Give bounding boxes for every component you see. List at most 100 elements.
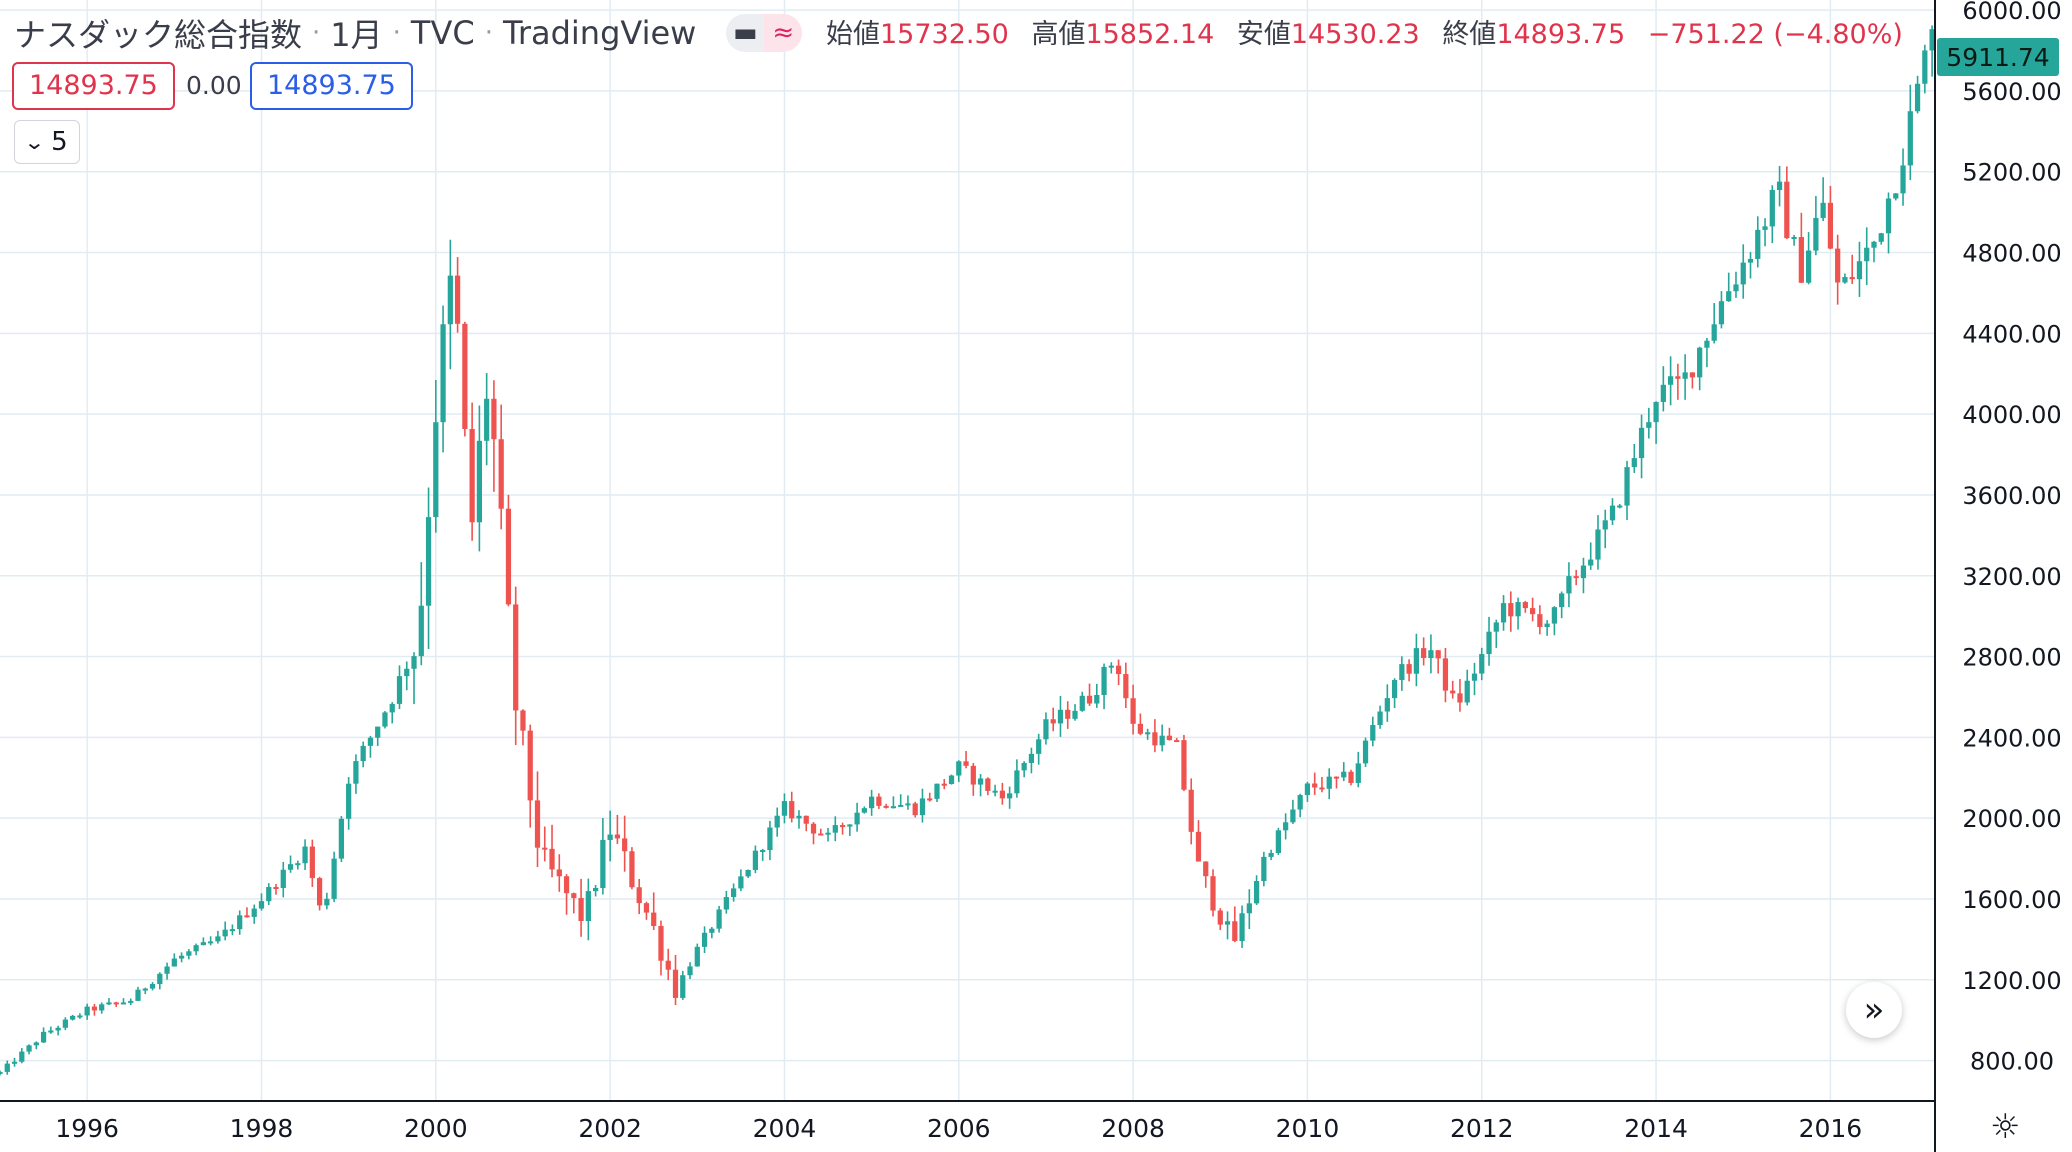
candle-body <box>1319 787 1325 790</box>
candle-body <box>287 864 294 870</box>
price-axis[interactable]: 800.00 1200.00 1600.00 2000.00 2400.00 2800.0… <box>1962 0 2061 1076</box>
scroll-to-realtime-button[interactable]: » <box>1846 982 1902 1038</box>
separator: · <box>392 18 401 48</box>
candle-body <box>963 761 969 766</box>
candle-body <box>295 863 301 866</box>
interval-label[interactable]: 1月 <box>330 16 383 54</box>
candle-body <box>1776 181 1783 191</box>
candle-body <box>106 1002 112 1005</box>
candle-body <box>1232 921 1238 942</box>
candle-body <box>229 929 236 932</box>
candle-body <box>687 966 693 976</box>
last-price-box <box>1937 38 2059 76</box>
minus-icon[interactable]: ▬ <box>733 18 758 48</box>
candle-body <box>498 439 504 509</box>
candle-body <box>222 929 228 937</box>
candle-body <box>1348 771 1354 783</box>
status-pill[interactable]: ▬ ≈ <box>726 14 803 52</box>
candle-body <box>84 1006 90 1016</box>
close-value: 14893.75 <box>1496 19 1626 50</box>
time-axis[interactable]: 1996 1998 2000 2002 2004 2006 2008 2010 2012 2014… <box>55 1114 1862 1143</box>
candle-body <box>861 808 867 813</box>
candle-body <box>171 958 177 967</box>
last-price-marker: 5911.74 <box>1937 38 2059 76</box>
indicator-count: 5 <box>51 127 68 157</box>
candle-body <box>1733 284 1739 292</box>
candle-body <box>1275 830 1281 854</box>
candle-body <box>324 898 330 906</box>
time-tick-label: 2006 <box>927 1114 991 1143</box>
candle-body <box>244 915 250 918</box>
symbol-header[interactable]: ナスダック総合指数 · 1月 · TVC · TradingView ▬ ≈ <box>14 8 803 58</box>
candle-body <box>665 960 671 970</box>
candle-body <box>1290 809 1296 823</box>
candle-body <box>1210 876 1216 911</box>
candle-body <box>1493 622 1499 632</box>
candle-body <box>62 1019 68 1028</box>
candle-body <box>1123 674 1129 699</box>
low-value: 14530.23 <box>1290 19 1420 50</box>
candle-body <box>839 825 846 828</box>
candle-body <box>1689 372 1696 378</box>
candle-body <box>992 790 998 793</box>
candle-body <box>999 790 1005 799</box>
candle-body <box>890 806 897 809</box>
candle-body <box>382 712 388 727</box>
price-tick-label: 3600.00 <box>1962 482 2061 510</box>
gear-icon[interactable]: ☼ <box>1990 1107 2021 1147</box>
candle-body <box>1370 725 1376 741</box>
candle-body <box>643 903 650 913</box>
candle-body <box>1718 301 1725 325</box>
candle-body <box>1769 190 1775 227</box>
candle-body <box>251 908 257 917</box>
candle-body <box>484 398 490 441</box>
candle-body <box>476 440 483 523</box>
price-tick-label: 4000.00 <box>1962 401 2061 429</box>
candle-body <box>977 778 984 785</box>
candle-body <box>1188 789 1194 832</box>
candle-body <box>4 1063 10 1072</box>
candle-body <box>549 848 555 870</box>
candle-body <box>1551 607 1558 624</box>
candle-body <box>1174 740 1180 743</box>
time-tick-label: 2012 <box>1450 1114 1514 1143</box>
candle-body <box>266 887 272 902</box>
candle-body <box>1333 776 1340 779</box>
sell-price-button[interactable]: 14893.75 <box>12 62 175 110</box>
candle-body <box>1239 913 1245 942</box>
change-value: −751.22 (−4.80%) <box>1647 19 1903 50</box>
candle-body <box>694 946 700 967</box>
candle-body <box>1806 250 1812 283</box>
candle-body <box>1195 831 1202 862</box>
candle-body <box>149 983 156 989</box>
candle-body <box>1667 376 1674 385</box>
open-label: 始値 <box>826 19 880 50</box>
candle-body <box>1457 693 1463 703</box>
approx-icon[interactable]: ≈ <box>764 14 803 52</box>
candle-body <box>1856 261 1863 280</box>
candle-body <box>1617 505 1623 508</box>
candle-body <box>77 1015 83 1018</box>
candle-body <box>338 818 344 859</box>
indicator-toggle-button[interactable]: ⌄ 5 <box>14 120 80 164</box>
candle-body <box>680 975 686 998</box>
candle-body <box>1391 680 1398 699</box>
candle-body <box>316 878 323 906</box>
candle-body <box>738 876 744 889</box>
candle-body <box>607 834 613 840</box>
price-tick-label: 6000.00 <box>1962 0 2061 25</box>
price-tick-label: 1600.00 <box>1962 886 2061 914</box>
candle-body <box>1442 658 1449 691</box>
candle-body <box>520 710 526 731</box>
candle-body <box>462 323 468 430</box>
buy-price-button[interactable]: 14893.75 <box>250 62 413 110</box>
candle-body <box>1057 709 1064 724</box>
separator: · <box>312 18 321 48</box>
candle-body <box>832 825 838 833</box>
time-tick-label: 2008 <box>1101 1114 1165 1143</box>
candle-body <box>1036 739 1042 754</box>
candle-body <box>411 656 417 669</box>
candle-body <box>1007 793 1013 799</box>
candle-body <box>469 429 475 523</box>
